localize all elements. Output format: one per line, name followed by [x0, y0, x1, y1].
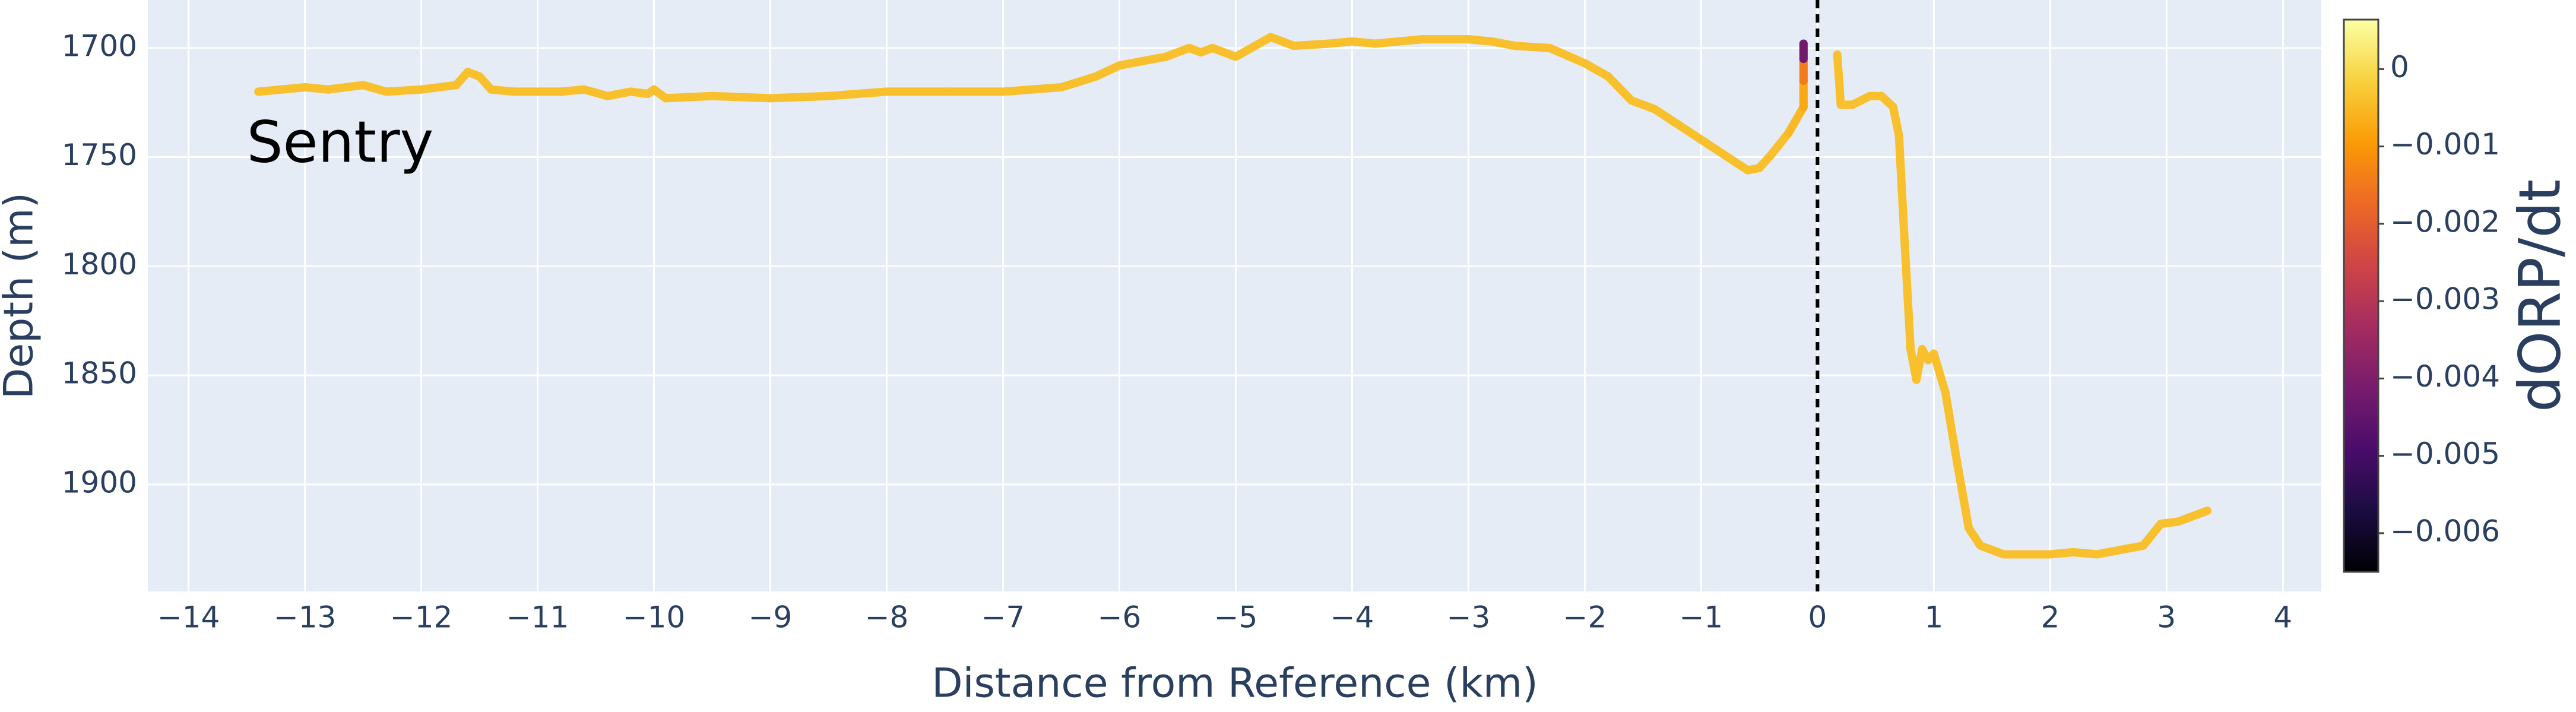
- x-tick-label: −8: [865, 600, 909, 635]
- line-segment: [1580, 59, 1612, 81]
- line-segment: [1941, 388, 1962, 467]
- y-tick-label: 1800: [62, 247, 137, 281]
- colorbar-tick-label: −0.003: [2390, 282, 2500, 317]
- line-segment: [1889, 103, 1903, 140]
- x-tick-label: −1: [1680, 600, 1723, 635]
- line-segment: [824, 87, 891, 100]
- line-segment: [999, 83, 1066, 96]
- line-segment: [1953, 458, 1973, 533]
- line-segment: [382, 85, 426, 96]
- x-axis-title: Distance from Reference (km): [931, 660, 1538, 707]
- x-tick-label: 1: [1924, 600, 1943, 635]
- line-segment: [1604, 72, 1636, 105]
- colorbar-tick-label: −0.004: [2390, 359, 2500, 394]
- colorbar-title: dORP/dt: [2507, 179, 2573, 412]
- x-tick-label: −10: [623, 600, 686, 635]
- x-tick-label: 4: [2273, 600, 2292, 635]
- line-segment: [1697, 135, 1729, 159]
- plot-background: [148, 0, 2321, 591]
- y-tick-label: 1900: [62, 465, 137, 499]
- line-segment: [417, 81, 461, 94]
- x-tick-label: −13: [274, 600, 337, 635]
- x-tick-label: −4: [1330, 600, 1374, 635]
- x-tick-label: 2: [2040, 600, 2059, 635]
- line-segment: [1289, 39, 1333, 50]
- y-tick-label: 1850: [62, 356, 137, 391]
- line-segment: [1720, 150, 1752, 175]
- y-axis-title: Depth (m): [0, 192, 43, 399]
- line-segment: [1057, 72, 1101, 92]
- x-tick-label: −7: [981, 600, 1025, 635]
- line-segment: [2139, 520, 2165, 550]
- x-tick-label: −9: [749, 600, 793, 635]
- x-tick-label: −2: [1563, 600, 1607, 635]
- line-segment: [2173, 507, 2211, 526]
- colorbar-tick-label: −0.002: [2390, 204, 2500, 239]
- line-segment: [1900, 240, 1915, 354]
- line-segment: [1092, 61, 1124, 81]
- x-tick-label: −5: [1214, 600, 1258, 635]
- colorbar-tick-label: −0.006: [2390, 514, 2500, 548]
- line-segment: [708, 91, 775, 103]
- colorbar-tick-label: 0: [2390, 50, 2409, 84]
- colorbar-tick-label: −0.001: [2390, 127, 2500, 162]
- line-segment: [1650, 105, 1683, 129]
- line-segment: [766, 91, 833, 103]
- line-segment: [1929, 349, 1950, 397]
- y-tick-label: 1750: [62, 138, 137, 172]
- x-tick-label: 0: [1808, 600, 1827, 635]
- colorbar-tick-label: −0.005: [2390, 436, 2500, 471]
- annotation: Sentry: [247, 109, 434, 176]
- line-segment: [254, 83, 309, 96]
- x-tick-label: −3: [1447, 600, 1491, 635]
- line-segment: [1766, 129, 1793, 159]
- line-segment: [1833, 50, 1845, 109]
- line-segment: [1674, 120, 1706, 144]
- line-segment: [1784, 103, 1808, 138]
- line-segment: [1231, 39, 1263, 61]
- line-segment: [324, 81, 367, 94]
- x-tick-label: −12: [390, 600, 453, 635]
- x-tick-label: −6: [1098, 600, 1142, 635]
- x-tick-label: 3: [2157, 600, 2176, 635]
- line-segment: [1510, 42, 1554, 52]
- x-tick-label: −11: [506, 600, 569, 635]
- colorbar: [2343, 18, 2379, 573]
- x-tick-label: −14: [157, 600, 220, 635]
- line-segment: [661, 91, 717, 103]
- line-segment: [1545, 43, 1589, 68]
- y-tick-label: 1700: [62, 29, 137, 63]
- line-segment: [1894, 131, 1909, 249]
